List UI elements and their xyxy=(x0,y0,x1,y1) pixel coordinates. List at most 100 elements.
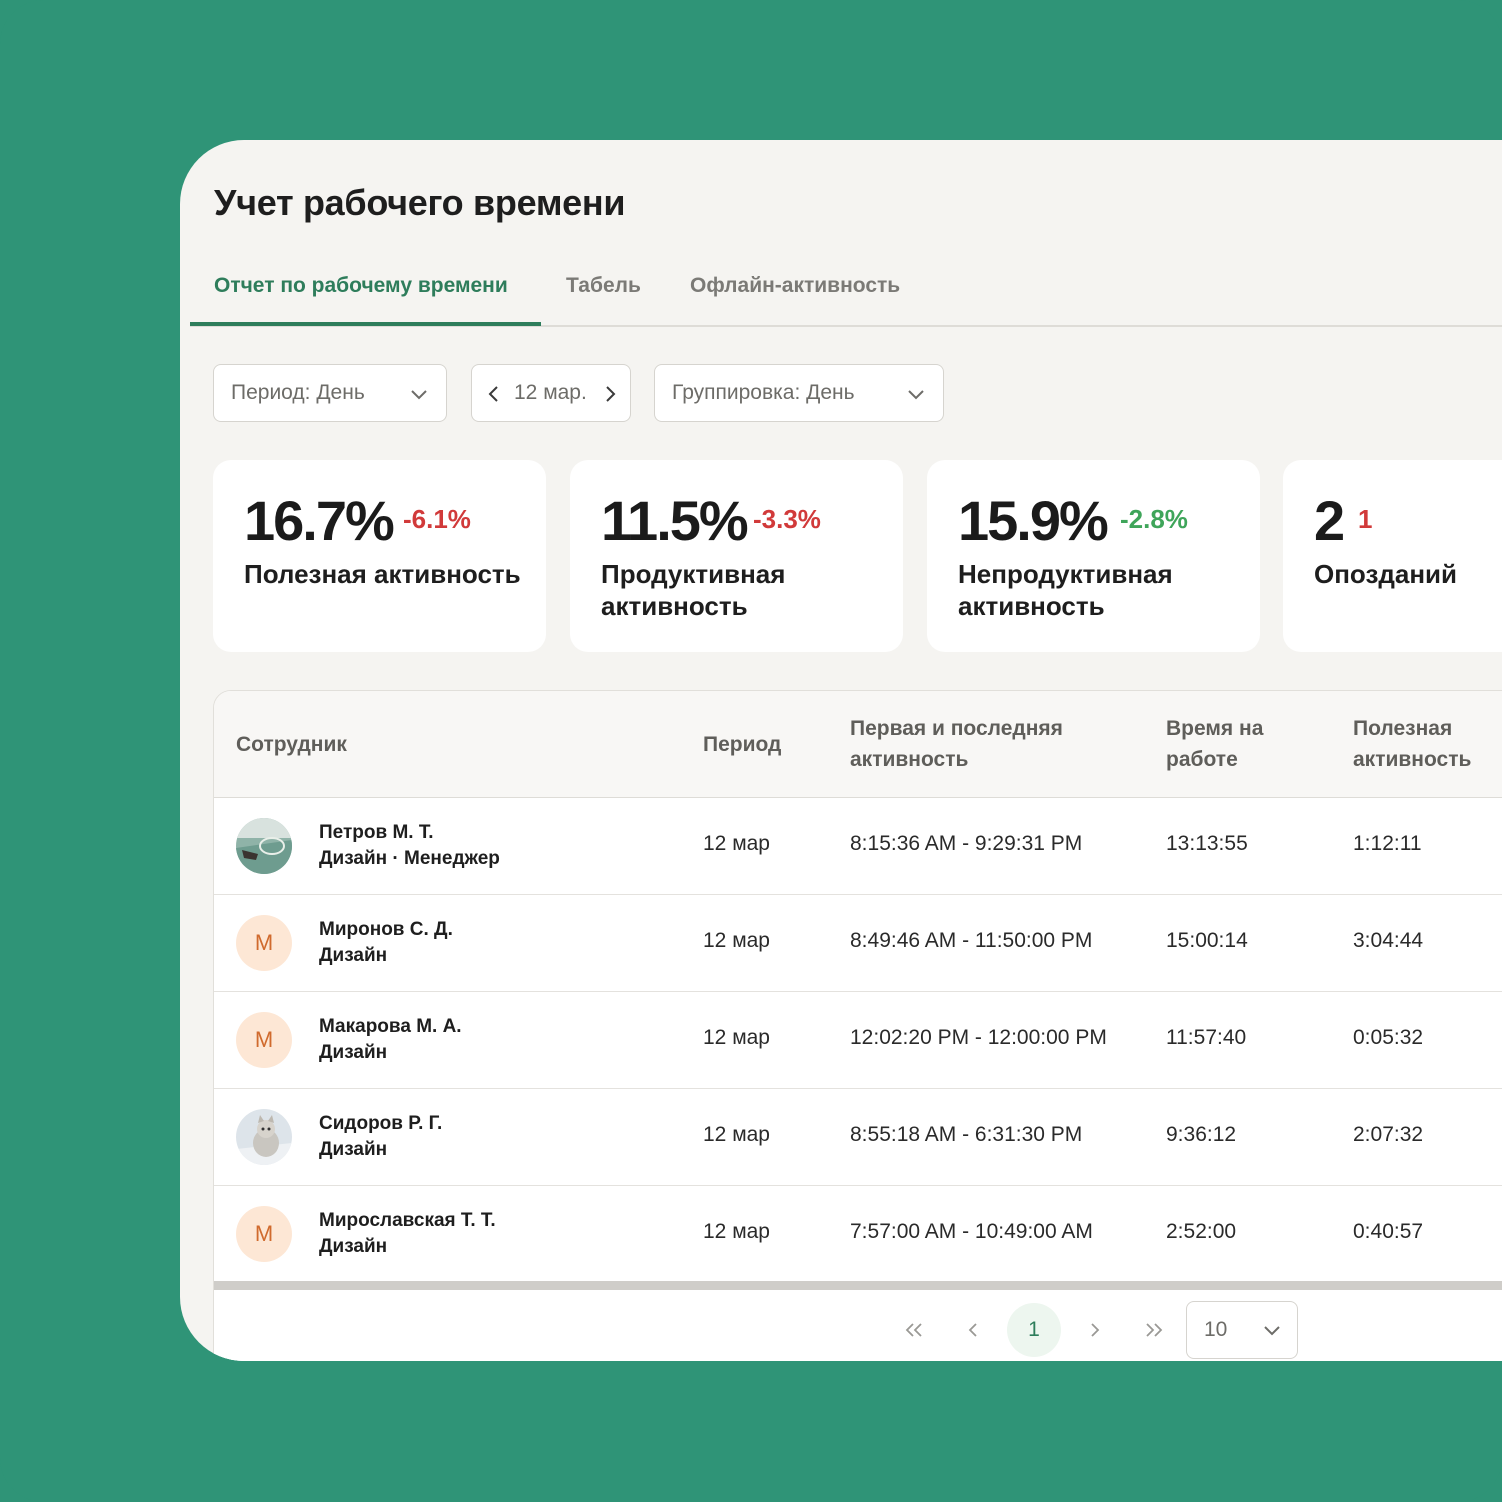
employee-info: Сидоров Р. Г. Дизайн xyxy=(319,1111,442,1163)
avatar: М xyxy=(236,1012,292,1068)
avatar: М xyxy=(236,915,292,971)
employee-info: Мирославская Т. Т. Дизайн xyxy=(319,1208,496,1260)
current-date: 12 мар. xyxy=(514,381,587,404)
table-row[interactable]: М Миронов С. Д. Дизайн 12 мар 8:49:46 AM… xyxy=(214,895,1502,992)
chevron-right-icon[interactable] xyxy=(600,383,620,405)
page-size-select[interactable]: 10 xyxy=(1186,1301,1298,1359)
period-cell: 12 мар xyxy=(703,1026,770,1049)
stat-value: 16.7% xyxy=(244,489,395,552)
employee-name: Мирославская Т. Т. xyxy=(319,1210,496,1231)
stat-value: 15.9% xyxy=(958,489,1109,552)
worktime-cell: 15:00:14 xyxy=(1166,929,1248,952)
employee-department: Дизайн xyxy=(319,1236,388,1257)
stat-label: Непродуктивная активность xyxy=(958,559,1173,621)
stat-value: 11.5% xyxy=(601,489,749,552)
stat-delta: -2.8% xyxy=(1120,504,1188,534)
column-header-useful[interactable]: Полезная активность xyxy=(1353,717,1472,771)
tab-label: Отчет по рабочему времени xyxy=(214,274,508,297)
table-row[interactable]: Петров М. Т. Дизайн · Менеджер 12 мар 8:… xyxy=(214,798,1502,895)
employee-name: Макарова М. А. xyxy=(319,1016,462,1037)
horizontal-scrollbar[interactable] xyxy=(214,1281,1502,1290)
last-page-button[interactable] xyxy=(1127,1303,1181,1357)
avatar xyxy=(236,818,292,874)
activity-cell: 7:57:00 AM - 10:49:00 AM xyxy=(850,1220,1093,1243)
active-tab-indicator xyxy=(190,322,541,326)
first-page-icon xyxy=(905,1323,922,1338)
prev-page-button[interactable] xyxy=(947,1303,1001,1357)
activity-cell: 8:55:18 AM - 6:31:30 PM xyxy=(850,1123,1083,1146)
stat-delta: -6.1% xyxy=(403,504,471,534)
useful-cell: 0:05:32 xyxy=(1353,1026,1424,1049)
period-cell: 12 мар xyxy=(703,1123,770,1146)
chevron-down-icon xyxy=(908,390,924,400)
worktime-cell: 9:36:12 xyxy=(1166,1123,1237,1146)
page-button-current[interactable]: 1 xyxy=(1007,1303,1061,1357)
table-row[interactable]: М Мирославская Т. Т. Дизайн 12 мар 7:57:… xyxy=(214,1186,1502,1283)
tab-label: Офлайн-активность xyxy=(690,274,901,297)
worktime-cell: 11:57:40 xyxy=(1166,1026,1247,1049)
column-header-activity[interactable]: Первая и последняя активность xyxy=(850,717,1063,771)
employee-name: Сидоров Р. Г. xyxy=(319,1113,443,1134)
date-navigator: 12 мар. xyxy=(471,364,631,422)
avatar: М xyxy=(236,1206,292,1262)
chevron-down-icon xyxy=(411,390,427,400)
page-size-value: 10 xyxy=(1204,1318,1228,1341)
tab-bar: Отчет по рабочему времени Табель Офлайн-… xyxy=(190,260,1502,327)
stat-label: Опозданий xyxy=(1314,559,1458,589)
cat-photo-icon xyxy=(236,1109,292,1165)
period-cell: 12 мар xyxy=(703,832,770,855)
avatar xyxy=(236,1109,292,1165)
stat-delta: -3.3% xyxy=(753,504,821,534)
employee-department: Дизайн xyxy=(319,945,388,966)
employee-info: Макарова М. А. Дизайн xyxy=(319,1014,462,1066)
period-cell: 12 мар xyxy=(703,929,770,952)
period-select-value: Период: День xyxy=(231,381,365,404)
grouping-select[interactable]: Группировка: День xyxy=(654,364,944,422)
worktime-cell: 2:52:00 xyxy=(1166,1220,1237,1243)
employee-department: Дизайн xyxy=(319,1042,388,1063)
stat-value: 2 xyxy=(1314,489,1345,552)
next-page-icon xyxy=(1091,1323,1100,1338)
grouping-select-value: Группировка: День xyxy=(672,381,855,404)
employee-name: Петров М. Т. xyxy=(319,822,434,843)
employee-table: Сотрудник Период Первая и последняя акти… xyxy=(213,690,1502,1361)
tab-timesheet[interactable]: Табель xyxy=(566,274,641,325)
page-title: Учет рабочего времени xyxy=(214,182,626,223)
app-window: Учет рабочего времени Отчет по рабочему … xyxy=(180,140,1502,1361)
stat-card-productive: 11.5% -3.3% Продуктивная активность xyxy=(570,460,903,652)
worktime-cell: 13:13:55 xyxy=(1166,832,1248,855)
tab-label: Табель xyxy=(566,274,641,297)
useful-cell: 3:04:44 xyxy=(1353,929,1424,952)
column-header-period[interactable]: Период xyxy=(703,733,782,756)
stat-label: Продуктивная активность xyxy=(601,559,786,621)
prev-page-icon xyxy=(968,1323,977,1338)
table-row[interactable]: Сидоров Р. Г. Дизайн 12 мар 8:55:18 AM -… xyxy=(214,1089,1502,1186)
tab-offline-activity[interactable]: Офлайн-активность xyxy=(690,274,900,325)
employee-info: Миронов С. Д. Дизайн xyxy=(319,917,453,969)
first-page-button[interactable] xyxy=(887,1303,941,1357)
employee-department: Дизайн xyxy=(319,1139,388,1160)
activity-cell: 8:49:46 AM - 11:50:00 PM xyxy=(850,929,1093,952)
column-header-worktime[interactable]: Время на работе xyxy=(1166,717,1264,771)
period-cell: 12 мар xyxy=(703,1220,770,1243)
table-row[interactable]: М Макарова М. А. Дизайн 12 мар 12:02:20 … xyxy=(214,992,1502,1089)
last-page-icon xyxy=(1146,1323,1163,1338)
column-header-employee[interactable]: Сотрудник xyxy=(236,733,347,756)
chevron-left-icon[interactable] xyxy=(484,383,504,405)
employee-department: Дизайн · Менеджер xyxy=(319,848,500,869)
activity-cell: 12:02:20 PM - 12:00:00 PM xyxy=(850,1026,1107,1049)
next-page-button[interactable] xyxy=(1067,1303,1121,1357)
chevron-down-icon xyxy=(1264,1326,1280,1336)
stat-delta: 1 xyxy=(1358,504,1373,534)
employee-info: Петров М. Т. Дизайн · Менеджер xyxy=(319,820,500,872)
tab-work-time-report[interactable]: Отчет по рабочему времени xyxy=(214,274,508,325)
period-select[interactable]: Период: День xyxy=(213,364,447,422)
useful-cell: 1:12:11 xyxy=(1353,832,1422,855)
useful-cell: 0:40:57 xyxy=(1353,1220,1424,1243)
pagination: 1 10 xyxy=(214,1291,1502,1361)
activity-cell: 8:15:36 AM - 9:29:31 PM xyxy=(850,832,1083,855)
stat-card-unproductive: 15.9% -2.8% Непродуктивная активность xyxy=(927,460,1260,652)
tennis-photo-icon xyxy=(236,818,292,874)
employee-name: Миронов С. Д. xyxy=(319,919,453,940)
